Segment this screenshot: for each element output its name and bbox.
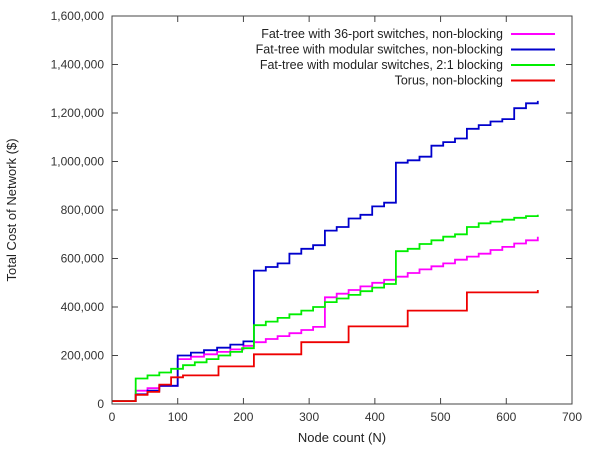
y-axis-title: Total Cost of Network ($): [4, 138, 19, 281]
legend-label-0: Fat-tree with 36-port switches, non-bloc…: [261, 27, 503, 41]
y-tick-label: 1,000,000: [51, 155, 105, 169]
x-tick-label: 100: [168, 410, 188, 424]
y-tick-label: 400,000: [61, 300, 105, 314]
series-line-1: [112, 100, 539, 402]
y-tick-label: 1,200,000: [51, 106, 105, 120]
series-line-2: [112, 214, 539, 402]
y-tick-label: 800,000: [61, 203, 105, 217]
y-tick-label: 0: [97, 397, 104, 411]
x-tick-label: 300: [299, 410, 319, 424]
x-tick-label: 700: [562, 410, 582, 424]
axes-layer: 0 100 200 300 400 500 600 700 0 200,000 400,000 600…: [51, 9, 583, 424]
y-tick-label: 1,400,000: [51, 58, 105, 72]
x-tick-label: 600: [496, 410, 516, 424]
x-tick-label: 400: [365, 410, 385, 424]
legend: Fat-tree with 36-port switches, non-bloc…: [256, 27, 555, 88]
series-layer: [112, 100, 539, 402]
x-axis-title: Node count (N): [298, 430, 386, 445]
y-tick-label: 1,600,000: [51, 9, 105, 23]
x-tick-label: 0: [109, 410, 116, 424]
series-line-3: [112, 290, 539, 402]
x-tick-label: 500: [431, 410, 451, 424]
legend-label-2: Fat-tree with modular switches, 2:1 bloc…: [260, 58, 503, 72]
x-tick-label: 200: [233, 410, 253, 424]
plot-frame: [111, 15, 573, 405]
legend-label-3: Torus, non-blocking: [395, 74, 503, 88]
legend-label-1: Fat-tree with modular switches, non-bloc…: [256, 43, 503, 57]
series-line-0: [112, 236, 539, 402]
y-tick-label: 200,000: [61, 349, 105, 363]
y-tick-label: 600,000: [61, 252, 105, 266]
